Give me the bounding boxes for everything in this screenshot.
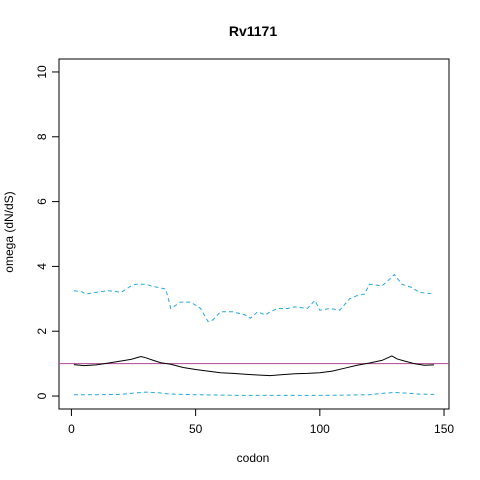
x-tick-label: 50 [189, 422, 203, 436]
upper-bound-line [73, 273, 435, 323]
chart-title: Rv1171 [229, 23, 277, 39]
y-axis-label: omega (dN/dS) [2, 191, 16, 272]
series-layer [59, 273, 449, 396]
y-tick-label: 10 [35, 65, 49, 79]
y-tick-label: 8 [35, 133, 49, 140]
y-tick-label: 6 [35, 198, 49, 205]
x-axis: 0 50 100 150 [68, 408, 454, 436]
x-tick-label: 100 [310, 422, 330, 436]
y-tick-label: 2 [35, 328, 49, 335]
x-tick-label: 0 [68, 422, 75, 436]
x-axis-label: codon [237, 451, 270, 465]
y-tick-label: 0 [35, 392, 49, 399]
x-tick-label: 150 [434, 422, 454, 436]
y-tick-label: 4 [35, 263, 49, 270]
y-axis: 0 2 4 6 8 10 [35, 65, 60, 399]
omega-estimate-line [73, 355, 435, 377]
lower-bound-line [73, 391, 435, 396]
